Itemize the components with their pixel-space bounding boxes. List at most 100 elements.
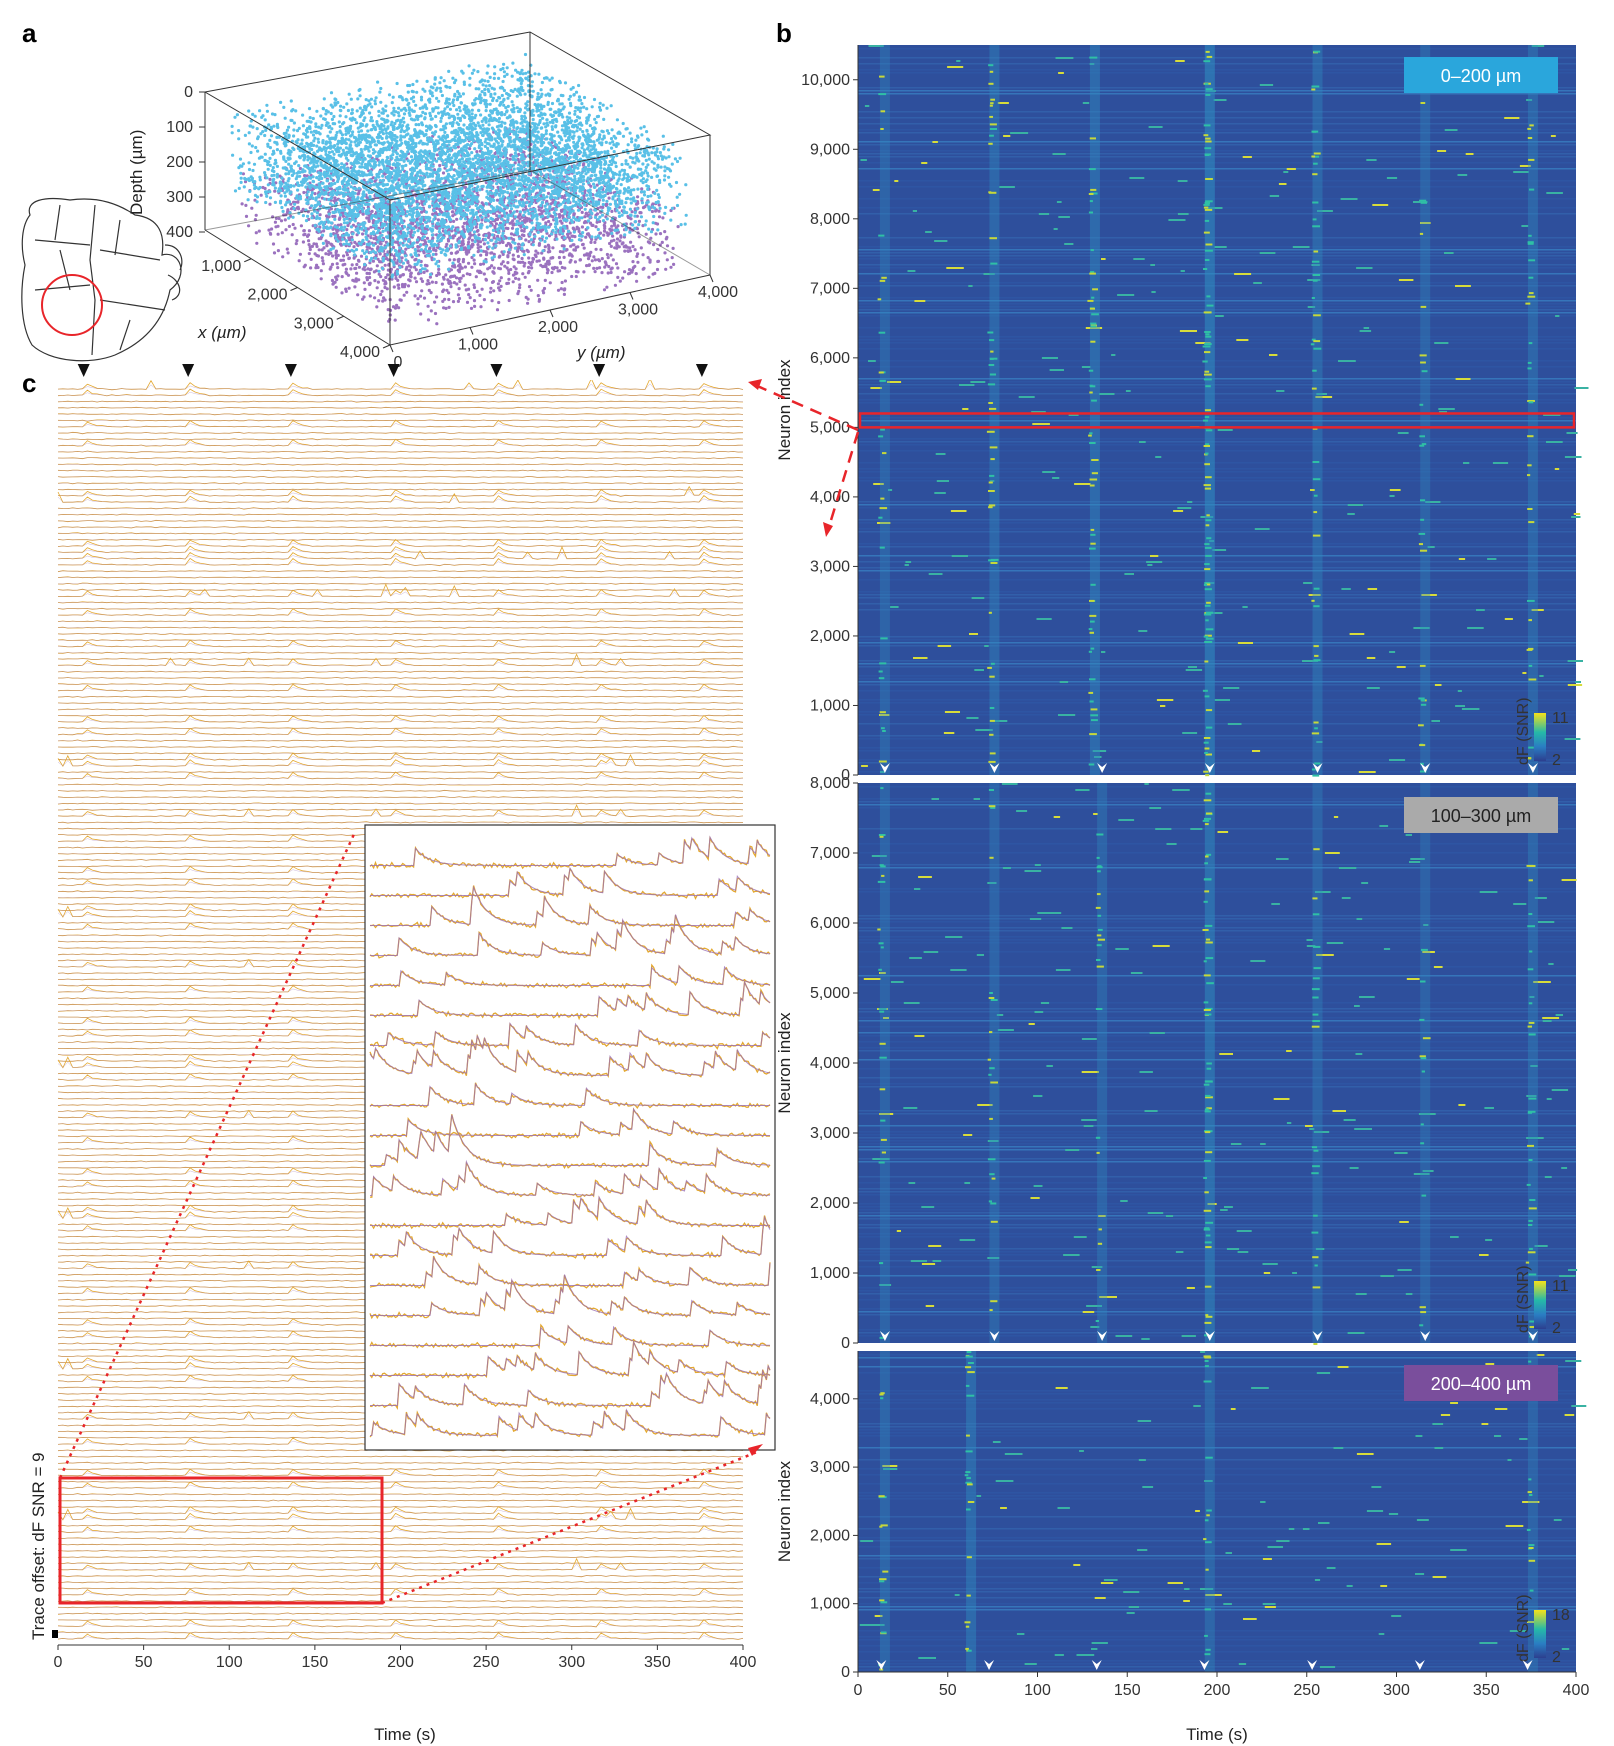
scatter-point-shallow: [443, 143, 447, 147]
scatter-point-deep: [558, 261, 563, 265]
scatter-point-deep: [517, 242, 521, 246]
scatter-point-shallow: [608, 141, 612, 145]
scatter-point-shallow: [302, 132, 306, 136]
scatter-point-deep: [383, 263, 387, 267]
scatter-point-shallow: [459, 217, 463, 221]
scatter-point-deep: [378, 231, 382, 235]
scatter-point-deep: [296, 205, 300, 209]
scatter-point-deep: [335, 262, 339, 266]
scatter-point-deep: [362, 295, 366, 299]
scatter-point-deep: [607, 264, 611, 269]
scatter-point-shallow: [514, 222, 519, 226]
scatter-point-shallow: [349, 161, 353, 165]
scatter-point-shallow: [309, 120, 313, 124]
scatter-point-shallow: [439, 89, 443, 93]
scatter-point-deep: [636, 260, 640, 264]
scatter-point-deep: [560, 244, 564, 248]
scatter-point-deep: [397, 286, 401, 290]
scatter-point-shallow: [656, 228, 660, 232]
scatter-point-deep: [375, 305, 379, 309]
scatter-point-deep: [628, 246, 632, 250]
scatter-point-shallow: [628, 131, 632, 135]
scatter-point-shallow: [585, 107, 589, 111]
scatter-point-shallow: [332, 114, 336, 119]
scatter-point-shallow: [363, 263, 367, 267]
scatter-point-deep: [507, 298, 511, 303]
scatter-point-shallow: [572, 155, 576, 159]
scatter-point-deep: [602, 229, 607, 233]
scatter-point-deep: [482, 272, 486, 276]
scatter-point-deep: [633, 248, 637, 252]
scatter-point-shallow: [282, 105, 286, 109]
scatter-point-deep: [327, 215, 331, 219]
scatter-point-shallow: [631, 223, 635, 227]
scatter-point-shallow: [652, 214, 656, 219]
scatter-point-deep: [655, 267, 660, 272]
scatter-point-shallow: [609, 137, 614, 141]
scatter-point-shallow: [628, 207, 633, 211]
scatter-point-deep: [496, 234, 500, 238]
scatter-point-deep: [671, 246, 675, 250]
scatter-point-deep: [334, 285, 338, 289]
scatter-point-shallow: [525, 200, 529, 205]
scatter-point-deep: [522, 150, 526, 154]
scatter-point-shallow: [547, 225, 551, 229]
scatter-point-shallow: [476, 215, 480, 219]
scatter-point-deep: [496, 282, 500, 286]
scatter-point-deep: [487, 231, 491, 235]
scatter-point-deep: [550, 141, 554, 145]
scatter-point-shallow: [448, 244, 452, 248]
scatter-point-deep: [543, 278, 547, 282]
scatter-point-shallow: [588, 188, 592, 192]
scatter-point-shallow: [275, 164, 279, 168]
scatter-point-shallow: [282, 155, 286, 159]
scatter-point-shallow: [453, 206, 457, 210]
scatter-point-deep: [582, 221, 587, 225]
scatter-point-deep: [646, 256, 650, 260]
scatter-point-deep: [449, 274, 453, 278]
scatter-point-shallow: [551, 121, 555, 125]
scatter-point-deep: [455, 282, 459, 286]
scatter-point-deep: [494, 222, 498, 226]
scatter-point-deep: [561, 250, 565, 254]
scatter-point-deep: [640, 187, 644, 191]
scatter-point-deep: [511, 280, 515, 284]
scatter-point-deep: [377, 272, 381, 276]
scatter-point-deep: [397, 178, 401, 182]
scatter-point-shallow: [473, 147, 477, 151]
scatter-point-shallow: [633, 226, 637, 230]
scatter-point-deep: [583, 215, 587, 219]
scatter-point-deep: [649, 236, 653, 240]
scatter-point-shallow: [505, 220, 509, 224]
scatter-point-deep: [269, 232, 273, 236]
scatter-point-deep: [526, 271, 531, 275]
scatter-point-deep: [423, 263, 427, 267]
scatter-point-deep: [324, 252, 328, 256]
scatter-point-deep: [247, 224, 251, 228]
scatter-point-deep: [352, 245, 356, 249]
scatter-point-deep: [416, 249, 420, 253]
scatter-point-shallow: [535, 126, 539, 130]
scatter-point-shallow: [479, 101, 483, 105]
scatter-point-deep: [345, 228, 349, 232]
scatter-point-shallow: [342, 217, 346, 222]
scatter-point-deep: [307, 233, 311, 237]
scatter-point-deep: [557, 215, 562, 219]
scatter-point-deep: [302, 229, 306, 233]
scatter-point-shallow: [252, 162, 257, 166]
scatter-point-shallow: [502, 62, 506, 66]
scatter-point-deep: [612, 238, 616, 242]
scatter-point-deep: [346, 223, 350, 228]
scatter-point-deep: [290, 233, 294, 237]
scatter-point-deep: [603, 265, 607, 269]
scatter-point-deep: [468, 272, 472, 277]
scatter-point-shallow: [518, 237, 522, 241]
scatter-point-deep: [377, 299, 381, 303]
scatter-point-deep: [386, 268, 390, 272]
scatter-point-deep: [325, 244, 329, 248]
scatter-point-shallow: [386, 200, 390, 204]
scatter-point-shallow: [556, 130, 560, 134]
scatter-point-deep: [299, 224, 303, 228]
scatter-point-deep: [409, 272, 413, 276]
scatter-point-shallow: [548, 120, 552, 124]
